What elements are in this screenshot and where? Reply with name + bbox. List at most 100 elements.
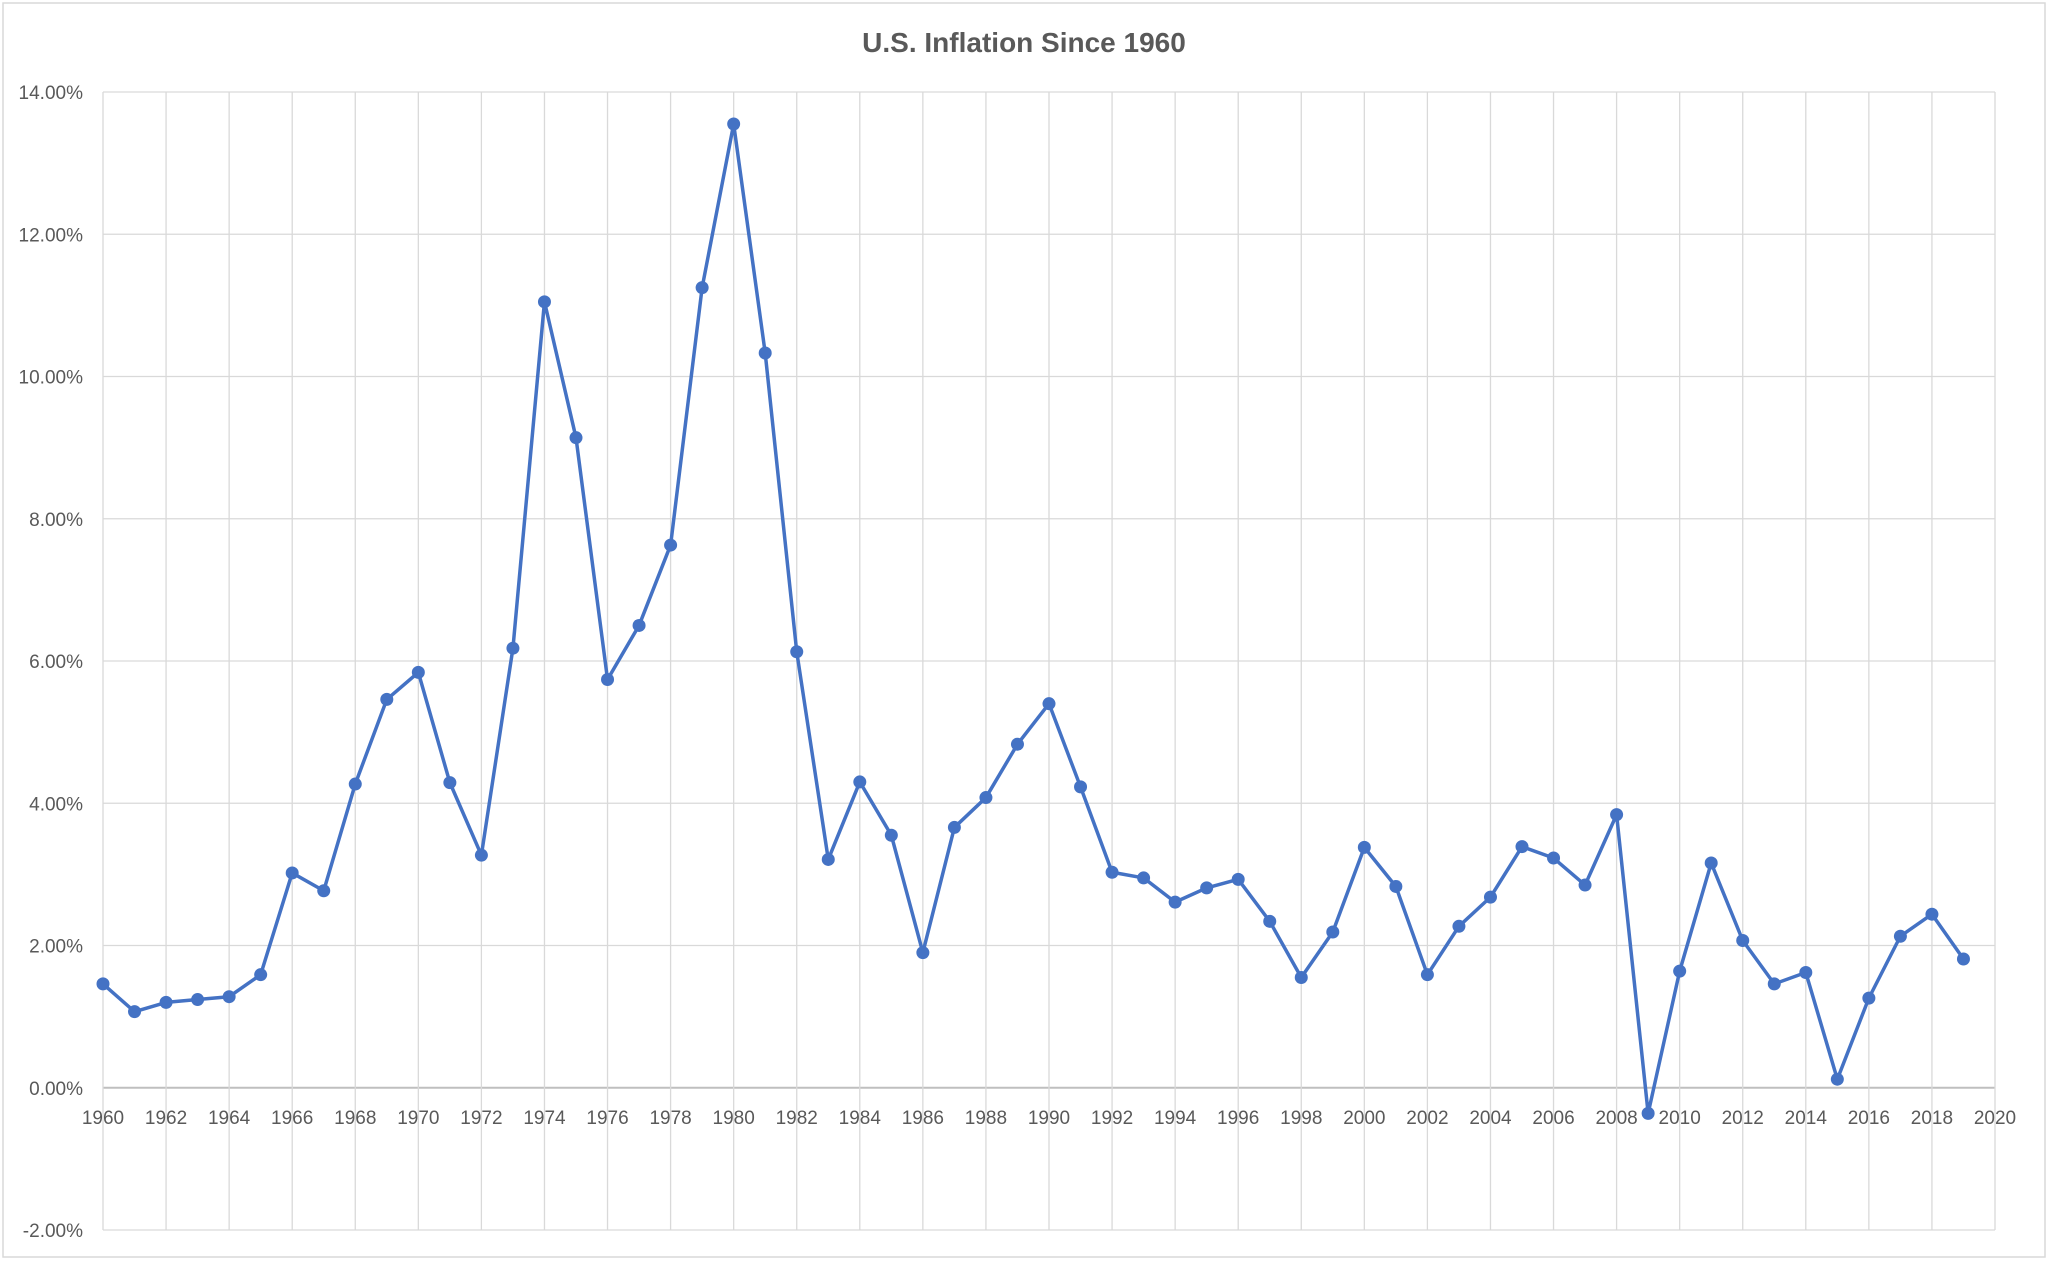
y-tick-label: 10.00% — [19, 368, 84, 389]
y-tick-label: 0.00% — [29, 1079, 83, 1100]
data-point — [317, 884, 331, 898]
data-point — [159, 995, 173, 1009]
x-tick-label: 1964 — [208, 1108, 251, 1129]
x-tick-label: 2010 — [1659, 1108, 1701, 1129]
data-point — [1799, 966, 1813, 980]
x-tick-label: 1984 — [839, 1108, 882, 1129]
x-tick-label: 1994 — [1154, 1108, 1197, 1129]
data-point — [1515, 840, 1529, 854]
x-tick-label: 1978 — [649, 1108, 691, 1129]
y-tick-label: -2.00% — [23, 1221, 83, 1242]
data-point — [979, 791, 993, 805]
data-point — [821, 852, 835, 866]
x-tick-label: 2008 — [1595, 1108, 1637, 1129]
data-point — [443, 776, 457, 790]
data-point — [758, 346, 772, 360]
data-point — [853, 775, 867, 789]
data-point — [506, 641, 520, 655]
data-point — [1231, 872, 1245, 886]
data-point — [1925, 907, 1939, 921]
data-point — [1168, 895, 1182, 909]
data-point — [1294, 971, 1308, 985]
data-point — [1010, 737, 1024, 751]
data-point — [348, 777, 362, 791]
data-point — [96, 977, 110, 991]
data-point — [695, 281, 709, 295]
data-point — [569, 431, 583, 445]
data-point — [1105, 865, 1119, 879]
data-point — [1610, 808, 1624, 822]
data-point — [1547, 851, 1561, 865]
x-tick-label: 1966 — [271, 1108, 313, 1129]
data-point — [191, 993, 205, 1007]
data-point — [474, 848, 488, 862]
data-point — [411, 665, 425, 679]
data-point — [1830, 1072, 1844, 1086]
x-tick-label: 1980 — [713, 1108, 755, 1129]
y-tick-label: 12.00% — [19, 225, 84, 246]
data-point — [1578, 878, 1592, 892]
data-point — [727, 117, 741, 131]
x-tick-label: 1970 — [397, 1108, 439, 1129]
x-tick-label: 1990 — [1028, 1108, 1070, 1129]
data-point — [1326, 925, 1340, 939]
data-point — [380, 692, 394, 706]
x-tick-label: 2002 — [1406, 1108, 1448, 1129]
data-point — [884, 828, 898, 842]
data-point — [1263, 914, 1277, 928]
x-tick-label: 1968 — [334, 1108, 376, 1129]
y-tick-label: 14.00% — [19, 83, 84, 104]
data-point — [128, 1005, 142, 1019]
data-point — [1673, 964, 1687, 978]
data-point — [1200, 881, 1214, 895]
data-point — [1074, 780, 1088, 794]
x-tick-label: 1962 — [145, 1108, 187, 1129]
x-tick-label: 1996 — [1217, 1108, 1259, 1129]
data-point — [601, 672, 615, 686]
x-tick-label: 2016 — [1848, 1108, 1890, 1129]
data-point — [947, 820, 961, 834]
y-tick-label: 4.00% — [29, 794, 83, 815]
data-point — [1389, 879, 1403, 893]
data-point — [1420, 968, 1434, 982]
data-point — [285, 866, 299, 880]
data-point — [632, 618, 646, 632]
data-point — [222, 990, 236, 1004]
data-point — [1357, 840, 1371, 854]
data-point — [1704, 856, 1718, 870]
x-tick-label: 1982 — [776, 1108, 818, 1129]
data-point — [1956, 952, 1970, 966]
data-point — [1137, 871, 1151, 885]
y-tick-label: 8.00% — [29, 510, 83, 531]
x-tick-label: 1998 — [1280, 1108, 1322, 1129]
y-tick-label: 2.00% — [29, 937, 83, 958]
data-point — [1483, 890, 1497, 904]
data-point — [790, 645, 804, 659]
x-tick-label: 2006 — [1532, 1108, 1574, 1129]
data-point — [254, 968, 268, 982]
x-tick-label: 1960 — [82, 1108, 124, 1129]
x-tick-label: 1976 — [586, 1108, 628, 1129]
data-point — [664, 538, 678, 552]
data-point — [1042, 697, 1056, 711]
data-point — [1862, 991, 1876, 1005]
x-tick-label: 2004 — [1469, 1108, 1512, 1129]
y-tick-label: 6.00% — [29, 652, 83, 673]
data-point — [1736, 934, 1750, 948]
data-point — [1452, 919, 1466, 933]
x-tick-label: 2014 — [1785, 1108, 1828, 1129]
data-point — [1893, 929, 1907, 943]
x-tick-label: 2018 — [1911, 1108, 1953, 1129]
x-tick-label: 2020 — [1974, 1108, 2016, 1129]
data-point — [1641, 1106, 1655, 1120]
data-point — [1767, 977, 1781, 991]
data-point — [537, 295, 551, 309]
x-tick-label: 1988 — [965, 1108, 1007, 1129]
x-tick-label: 1992 — [1091, 1108, 1133, 1129]
x-tick-label: 1974 — [523, 1108, 566, 1129]
x-tick-label: 1986 — [902, 1108, 944, 1129]
x-tick-label: 2000 — [1343, 1108, 1385, 1129]
series-line — [101, 122, 1965, 1116]
